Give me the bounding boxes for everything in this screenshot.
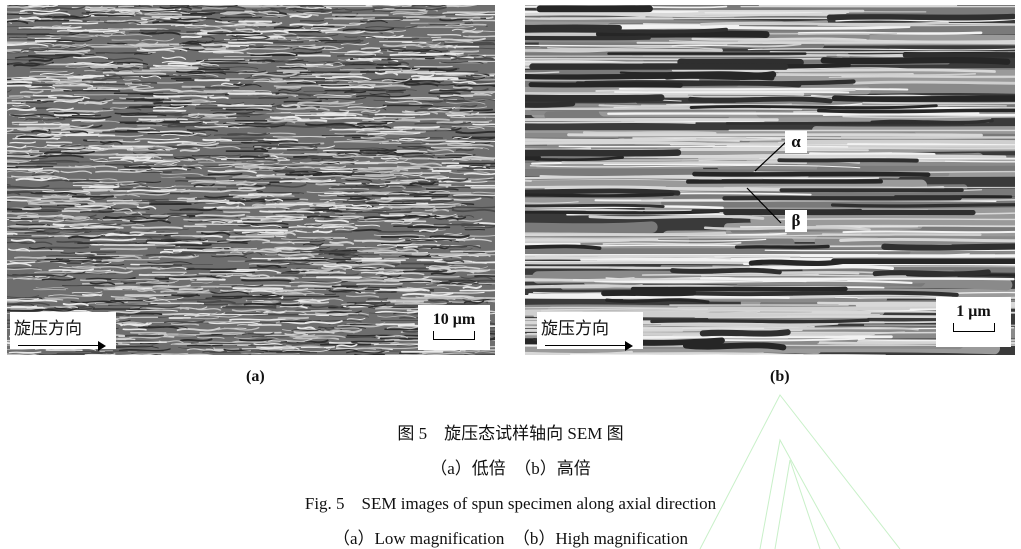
scale-bar-text: 1 μm xyxy=(956,303,991,320)
subcaption-chinese: （a）低倍 （b）高倍 xyxy=(430,459,591,478)
scale-bar: 10 μm xyxy=(418,305,490,350)
alpha-phase-label: α xyxy=(785,131,807,153)
sem-image-low-magnification: 旋压方向 10 μm xyxy=(7,5,495,355)
panel-label-a: (a) xyxy=(246,368,265,385)
caption-english: Fig. 5 SEM images of spun specimen along… xyxy=(304,494,717,513)
arrow-right-icon xyxy=(541,341,639,351)
direction-text: 旋压方向 xyxy=(541,319,609,338)
scale-bar-line xyxy=(433,331,475,340)
spinning-direction-label: 旋压方向 xyxy=(537,312,643,351)
caption-chinese: 图 5 旋压态试样轴向 SEM 图 xyxy=(397,424,624,443)
sem-image-high-magnification: α β 旋压方向 1 μm xyxy=(525,5,1015,355)
spinning-direction-label: 旋压方向 xyxy=(10,312,116,351)
scale-bar-line xyxy=(952,323,995,332)
arrow-right-icon xyxy=(14,341,112,351)
scale-bar-text: 10 μm xyxy=(432,311,476,328)
panel-label-b: (b) xyxy=(770,368,790,385)
subcaption-english: （a）Low magnification （b）High magnificati… xyxy=(332,529,689,548)
scale-bar: 1 μm xyxy=(936,297,1011,347)
beta-phase-label: β xyxy=(785,210,807,232)
direction-text: 旋压方向 xyxy=(14,319,82,338)
